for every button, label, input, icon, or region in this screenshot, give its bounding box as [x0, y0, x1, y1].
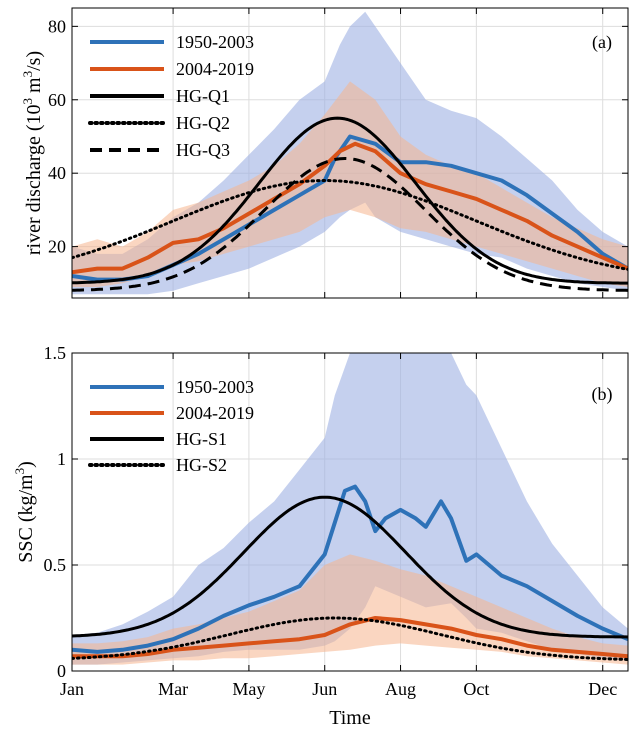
panel-b-ylabel: SSC (kg/m3) — [12, 461, 37, 563]
panel-a-legend: 1950-2003 2004-2019 HG-Q1 HG-Q2 HG-Q3 — [88, 32, 254, 160]
xtick-label-6: Dec — [588, 679, 617, 699]
panel-a-label: (a) — [592, 32, 612, 53]
legend-label-4: HG-Q3 — [176, 140, 230, 160]
panel-b-legend: 1950-2003 2004-2019 HG-S1 HG-S2 — [88, 377, 254, 475]
panel-a-ticks: 20 40 60 80 — [48, 8, 628, 298]
ytick-label-2: 1 — [57, 449, 66, 469]
panel-b-lines — [72, 484, 628, 661]
series-line-a-1 — [72, 141, 628, 275]
legend-label-1: 2004-2019 — [176, 403, 254, 423]
legend-label-0: 1950-2003 — [176, 32, 254, 52]
panel-b-ssc: Jan Mar May Jun Aug Oct Dec 0 0.5 1 1.5 (b) 1950-2… — [12, 343, 629, 729]
panel-a-discharge: 20 40 60 80 (a) 1950-2003 2004-2019 HG-Q1 HG-Q… — [20, 7, 629, 299]
legend-label-2: HG-S1 — [176, 429, 227, 449]
ytick-label-0: 0 — [57, 661, 66, 681]
series-line-b-2 — [72, 495, 628, 639]
panel-a-ylabel: river discharge (103 m3/s) — [20, 51, 45, 255]
legend-label-3: HG-S2 — [176, 455, 227, 475]
series-line-b-1 — [72, 616, 628, 659]
ytick-label-1: 40 — [48, 163, 66, 183]
xtick-label-0: Jan — [60, 679, 84, 699]
legend-label-3: HG-Q2 — [176, 113, 230, 133]
series-line-b-3 — [72, 616, 628, 661]
ytick-label-0: 20 — [48, 237, 66, 257]
series-line-a-2 — [72, 116, 628, 285]
ytick-label-3: 80 — [48, 16, 66, 36]
xtick-label-3: Jun — [312, 679, 337, 699]
ytick-label-3: 1.5 — [44, 343, 67, 363]
ytick-label-2: 60 — [48, 90, 66, 110]
legend-label-2: HG-Q1 — [176, 86, 230, 106]
panel-a-lines — [72, 116, 628, 292]
legend-label-0: 1950-2003 — [176, 377, 254, 397]
panel-b-ticks: Jan Mar May Jun Aug Oct Dec 0 0.5 1 1.5 — [44, 343, 628, 699]
xtick-label-1: Mar — [158, 679, 188, 699]
ytick-label-1: 0.5 — [44, 555, 67, 575]
legend-label-1: 2004-2019 — [176, 59, 254, 79]
series-line-a-3 — [72, 179, 628, 271]
panel-b-xlabel: Time — [329, 707, 371, 729]
panel-b-label: (b) — [592, 384, 613, 405]
xtick-label-4: Aug — [385, 679, 416, 699]
xtick-label-5: Oct — [463, 679, 489, 699]
xtick-label-2: May — [232, 679, 265, 699]
